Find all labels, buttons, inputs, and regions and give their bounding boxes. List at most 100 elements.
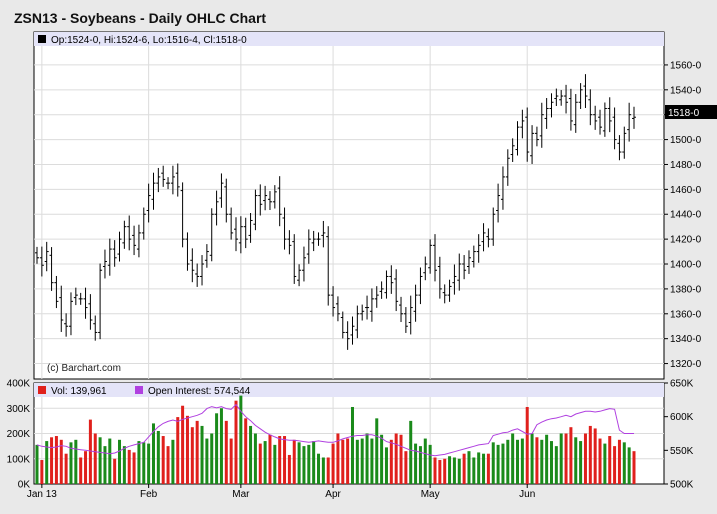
ohlc-bar <box>525 107 530 162</box>
volume-bar <box>108 438 112 484</box>
ohlc-bar <box>127 215 132 251</box>
volume-bar <box>239 395 243 484</box>
ohlc-bar <box>515 121 520 156</box>
ohlc-bar <box>214 190 219 226</box>
ohlc-bar <box>418 267 423 305</box>
ohlc-bar <box>311 230 316 252</box>
ohlc-bar <box>122 220 127 249</box>
volume-bar <box>283 436 287 484</box>
ohlc-bar <box>350 316 355 345</box>
volume-bar <box>574 437 578 484</box>
volume-tick-label: 0K <box>18 480 31 491</box>
volume-bar <box>501 443 505 484</box>
ohlc-bar <box>102 249 107 279</box>
ohlc-bar <box>622 126 627 159</box>
ohlc-bar <box>263 185 268 211</box>
volume-bar <box>244 418 248 484</box>
price-tick-label: 1480-0 <box>670 160 702 171</box>
ohlc-bar <box>180 182 185 248</box>
ohlc-bar <box>136 224 141 258</box>
ohlc-bar <box>200 255 205 286</box>
volume-bar <box>511 433 515 484</box>
ohlc-bar <box>166 177 171 190</box>
price-tick-label: 1560-0 <box>670 60 702 71</box>
volume-bar <box>627 447 631 484</box>
ohlc-bar <box>335 296 340 322</box>
price-tick-label: 1540-0 <box>670 85 702 96</box>
volume-bar <box>554 446 558 484</box>
ohlc-bar <box>379 281 384 299</box>
ohlc-bar <box>258 184 263 216</box>
ohlc-bar <box>534 126 539 147</box>
ohlc-bar <box>389 265 394 294</box>
ohlc-bar <box>433 234 437 282</box>
ohlc-bar <box>44 241 49 272</box>
volume-bar <box>608 436 612 484</box>
ohlc-bar <box>282 207 287 250</box>
ohlc-bar <box>632 106 636 129</box>
volume-bar <box>195 420 199 484</box>
volume-bar <box>326 457 330 484</box>
ohlc-bar <box>360 304 365 321</box>
ohlc-bar <box>301 246 306 282</box>
ohlc-bar <box>107 238 112 276</box>
volume-bar <box>54 436 58 484</box>
volume-bar <box>317 453 321 484</box>
volume-bar <box>457 458 461 484</box>
ohlc-bar <box>612 107 617 150</box>
volume-bar <box>79 457 83 484</box>
ohlc-bar <box>627 102 632 142</box>
volume-bar <box>448 456 452 484</box>
volume-bar <box>127 449 131 484</box>
ohlc-bar <box>68 292 73 336</box>
ohlc-bar <box>224 178 229 223</box>
ohlc-bar <box>384 270 389 299</box>
ohlc-bar <box>568 88 573 131</box>
price-tick-label: 1360-0 <box>670 309 702 320</box>
ohlc-bar <box>277 176 282 227</box>
volume-bar <box>185 415 189 484</box>
ohlc-bar <box>340 311 345 339</box>
ohlc-bar <box>306 229 311 264</box>
ohlc-bar <box>243 217 248 249</box>
volume-bar <box>452 457 456 484</box>
volume-legend-band <box>34 383 664 397</box>
ohlc-bar <box>98 263 103 340</box>
ohlc-bar <box>442 284 447 304</box>
ohlc-bar <box>530 125 535 164</box>
volume-bar <box>258 443 262 484</box>
volume-bar <box>579 441 583 484</box>
ohlc-bar <box>248 213 253 243</box>
oi-legend-swatch <box>135 386 143 394</box>
volume-bar <box>482 453 486 484</box>
ohlc-bar <box>112 240 117 267</box>
volume-bar <box>433 457 437 484</box>
volume-bar <box>166 446 170 484</box>
volume-bar <box>564 433 568 484</box>
ohlc-bar <box>564 84 569 114</box>
volume-bar <box>496 444 500 484</box>
oi-tick-label: 600K <box>670 412 694 423</box>
volume-bar <box>215 413 219 484</box>
volume-bar <box>603 443 607 484</box>
volume-bar <box>253 433 257 484</box>
ohlc-bar <box>161 165 166 187</box>
volume-bar <box>64 453 68 484</box>
ohlc-legend-swatch <box>38 35 46 43</box>
ohlc-bar <box>408 295 413 335</box>
volume-bar <box>569 427 573 484</box>
volume-bar <box>520 438 524 484</box>
volume-bar <box>84 451 88 484</box>
ohlc-bar <box>156 167 161 193</box>
volume-bar <box>137 441 141 484</box>
ohlc-bar <box>403 307 408 333</box>
date-axis: Jan 13 Feb Mar Apr May Jun <box>27 484 535 500</box>
volume-bar <box>355 439 359 484</box>
volume-bar <box>617 439 621 484</box>
volume-tick-label: 100K <box>7 454 31 465</box>
volume-bar <box>530 433 534 484</box>
ohlc-bar <box>520 109 525 139</box>
volume-bar <box>588 425 592 484</box>
ohlc-bar <box>617 135 622 161</box>
ohlc-bar <box>573 94 578 133</box>
